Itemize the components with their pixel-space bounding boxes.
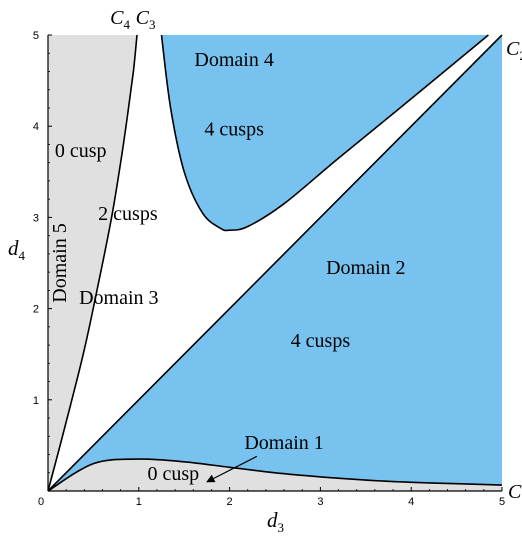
curve-c3 bbox=[160, 34, 489, 232]
curve-c1 bbox=[47, 458, 503, 492]
domain-4-region bbox=[161, 35, 489, 231]
curve-c4 bbox=[47, 34, 138, 492]
y-tick-label: 3 bbox=[33, 212, 39, 224]
y-tick-label: 1 bbox=[33, 395, 39, 407]
axis-labels: d3 d4 bbox=[8, 236, 284, 535]
curve-label-c4: C4 bbox=[110, 7, 130, 32]
x-tick-label: 5 bbox=[499, 496, 505, 508]
annotation-arrow bbox=[206, 455, 258, 483]
x-tick-label: 0 bbox=[38, 496, 44, 508]
annotation-domain-5: Domain 5 bbox=[49, 223, 71, 302]
annotation-0-cusp: 0 cusp bbox=[55, 140, 107, 162]
annotation-domain-2: Domain 2 bbox=[326, 257, 405, 279]
y-tick-label: 2 bbox=[33, 304, 39, 316]
domain-1-region bbox=[48, 459, 502, 491]
annotation-domain-4: Domain 4 bbox=[194, 49, 273, 71]
annotation-2-cusps: 2 cusps bbox=[98, 203, 158, 225]
y-tick-label: 4 bbox=[33, 121, 39, 133]
y-tick-label: 5 bbox=[33, 30, 39, 42]
annotation-0-cusp: 0 cusp bbox=[147, 463, 199, 485]
annotation-4-cusps: 4 cusps bbox=[291, 330, 351, 352]
y-axis-label: d4 bbox=[8, 236, 26, 263]
ticks: 0 1 2 3 4 5 1 2 3 4 5 bbox=[33, 30, 505, 508]
curves bbox=[47, 34, 503, 492]
curve-c2 bbox=[47, 34, 503, 492]
curve-label-c1: C1 bbox=[508, 481, 522, 506]
annotations: Domain 1 0 cusp Domain 2 4 cusps Domain 3 2 c… bbox=[49, 49, 405, 485]
annotation-domain-3: Domain 3 bbox=[79, 287, 158, 309]
x-tick-label: 1 bbox=[136, 496, 142, 508]
x-axis-label: d3 bbox=[267, 508, 284, 535]
domain-5-region bbox=[48, 35, 137, 491]
curve-label-c3: C3 bbox=[136, 7, 156, 32]
annotation-4-cusps: 4 cusps bbox=[204, 118, 264, 140]
x-tick-label: 4 bbox=[408, 496, 414, 508]
x-tick-label: 3 bbox=[317, 496, 323, 508]
axes bbox=[47, 35, 502, 492]
curve-label-c2: C2 bbox=[506, 38, 522, 63]
x-tick-label: 2 bbox=[227, 496, 233, 508]
annotation-domain-1: Domain 1 bbox=[244, 432, 323, 454]
